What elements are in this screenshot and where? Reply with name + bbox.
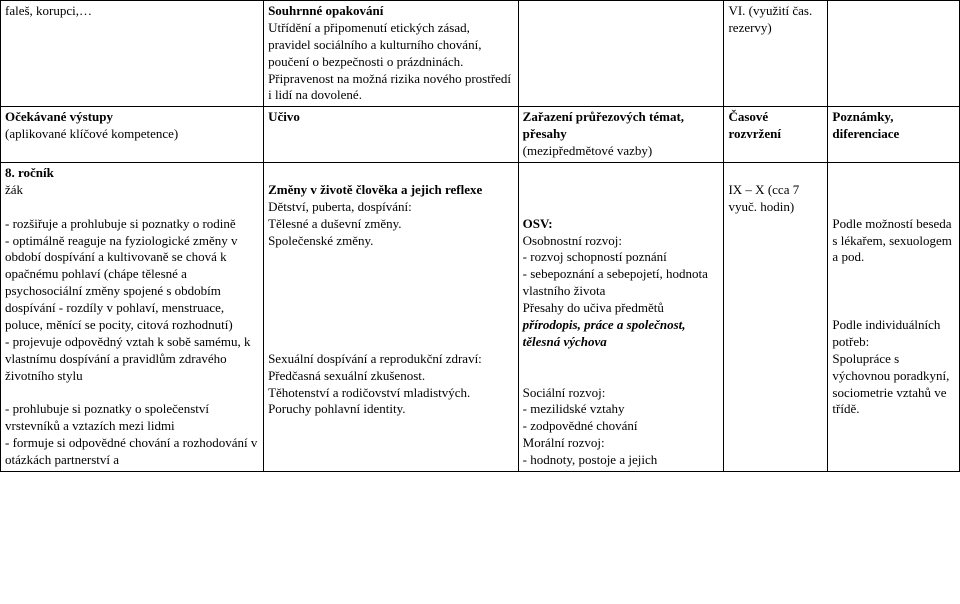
- osv-heading: OSV:: [523, 216, 553, 231]
- text: Spolupráce s výchovnou poradkyní, sociom…: [832, 351, 949, 417]
- text: (mezipředmětové vazby): [523, 143, 653, 158]
- text: Poruchy pohlavní identity.: [268, 401, 405, 416]
- text: Sexuální dospívání a reprodukční zdraví:: [268, 351, 482, 366]
- col-header: Zařazení průřezových témat, přesahy: [523, 109, 684, 141]
- bullet: - mezilidské vztahy: [523, 401, 625, 416]
- cell-r3-c4: IX – X (cca 7 vyuč. hodin): [724, 163, 828, 472]
- bullet: - projevuje odpovědný vztah k sobě samém…: [5, 334, 251, 383]
- text: Předčasná sexuální zkušenost.: [268, 368, 425, 383]
- grade-title: 8. ročník: [5, 165, 54, 180]
- cell-r2-c1: Očekávané výstupy (aplikované klíčové ko…: [1, 107, 264, 163]
- bullet: - zodpovědné chování: [523, 418, 638, 433]
- cell-r1-c4: VI. (využití čas. rezervy): [724, 1, 828, 107]
- bullet: - formuje si odpovědné chování a rozhodo…: [5, 435, 257, 467]
- bullet: - rozvoj schopností poznání: [523, 249, 667, 264]
- text: Sociální rozvoj:: [523, 385, 606, 400]
- text: faleš, korupci,…: [5, 3, 92, 18]
- cell-r3-c3: OSV: Osobnostní rozvoj: - rozvoj schopno…: [518, 163, 724, 472]
- text: Společenské změny.: [268, 233, 373, 248]
- col-header: Poznámky, diferenciace: [832, 109, 899, 141]
- text: Morální rozvoj:: [523, 435, 605, 450]
- cell-r1-c2: Souhrnné opakování Utřídění a připomenut…: [264, 1, 519, 107]
- cell-r2-c4: Časové rozvržení: [724, 107, 828, 163]
- table-row: 8. ročník žák - rozšiřuje a prohlubuje s…: [1, 163, 960, 472]
- cell-r1-c3: [518, 1, 724, 107]
- text: Podle individuálních potřeb:: [832, 317, 940, 349]
- table-row: faleš, korupci,… Souhrnné opakování Utří…: [1, 1, 960, 107]
- text: Podle možností beseda s lékařem, sexuolo…: [832, 216, 952, 265]
- bullet: - prohlubuje si poznatky o společenství …: [5, 401, 209, 433]
- col-header: Očekávané výstupy: [5, 109, 113, 124]
- col-header: Učivo: [268, 109, 300, 124]
- text: Přesahy do učiva předmětů: [523, 300, 664, 315]
- bullet: - sebepoznání a sebepojetí, hodnota vlas…: [523, 266, 708, 298]
- cell-r2-c2: Učivo: [264, 107, 519, 163]
- subject-list: přírodopis, práce a společnost, tělesná …: [523, 317, 686, 349]
- text: VI. (využití čas. rezervy): [728, 3, 812, 35]
- cell-r2-c5: Poznámky, diferenciace: [828, 107, 960, 163]
- text: Těhotenství a rodičovství mladistvých.: [268, 385, 470, 400]
- col-header: Časové rozvržení: [728, 109, 780, 141]
- text: IX – X (cca 7 vyuč. hodin): [728, 182, 799, 214]
- text: Utřídění a připomenutí etických zásad, p…: [268, 20, 511, 103]
- bullet: - rozšiřuje a prohlubuje si poznatky o r…: [5, 216, 236, 231]
- cell-r3-c1: 8. ročník žák - rozšiřuje a prohlubuje s…: [1, 163, 264, 472]
- zak-label: žák: [5, 182, 23, 197]
- cell-r3-c5: Podle možností beseda s lékařem, sexuolo…: [828, 163, 960, 472]
- text: (aplikované klíčové kompetence): [5, 126, 178, 141]
- table-header-row: Očekávané výstupy (aplikované klíčové ko…: [1, 107, 960, 163]
- bullet: - hodnoty, postoje a jejich: [523, 452, 658, 467]
- cell-r2-c3: Zařazení průřezových témat, přesahy (mez…: [518, 107, 724, 163]
- heading-souhrnne: Souhrnné opakování: [268, 3, 383, 18]
- topic-heading: Změny v životě člověka a jejich reflexe: [268, 182, 482, 197]
- bullet: - optimálně reaguje na fyziologické změn…: [5, 233, 237, 332]
- text: Dětství, puberta, dospívání:: [268, 199, 412, 214]
- cell-r1-c5: [828, 1, 960, 107]
- text: Osobnostní rozvoj:: [523, 233, 622, 248]
- cell-r1-c1: faleš, korupci,…: [1, 1, 264, 107]
- text: Tělesné a duševní změny.: [268, 216, 401, 231]
- curriculum-table: faleš, korupci,… Souhrnné opakování Utří…: [0, 0, 960, 472]
- cell-r3-c2: Změny v životě člověka a jejich reflexe …: [264, 163, 519, 472]
